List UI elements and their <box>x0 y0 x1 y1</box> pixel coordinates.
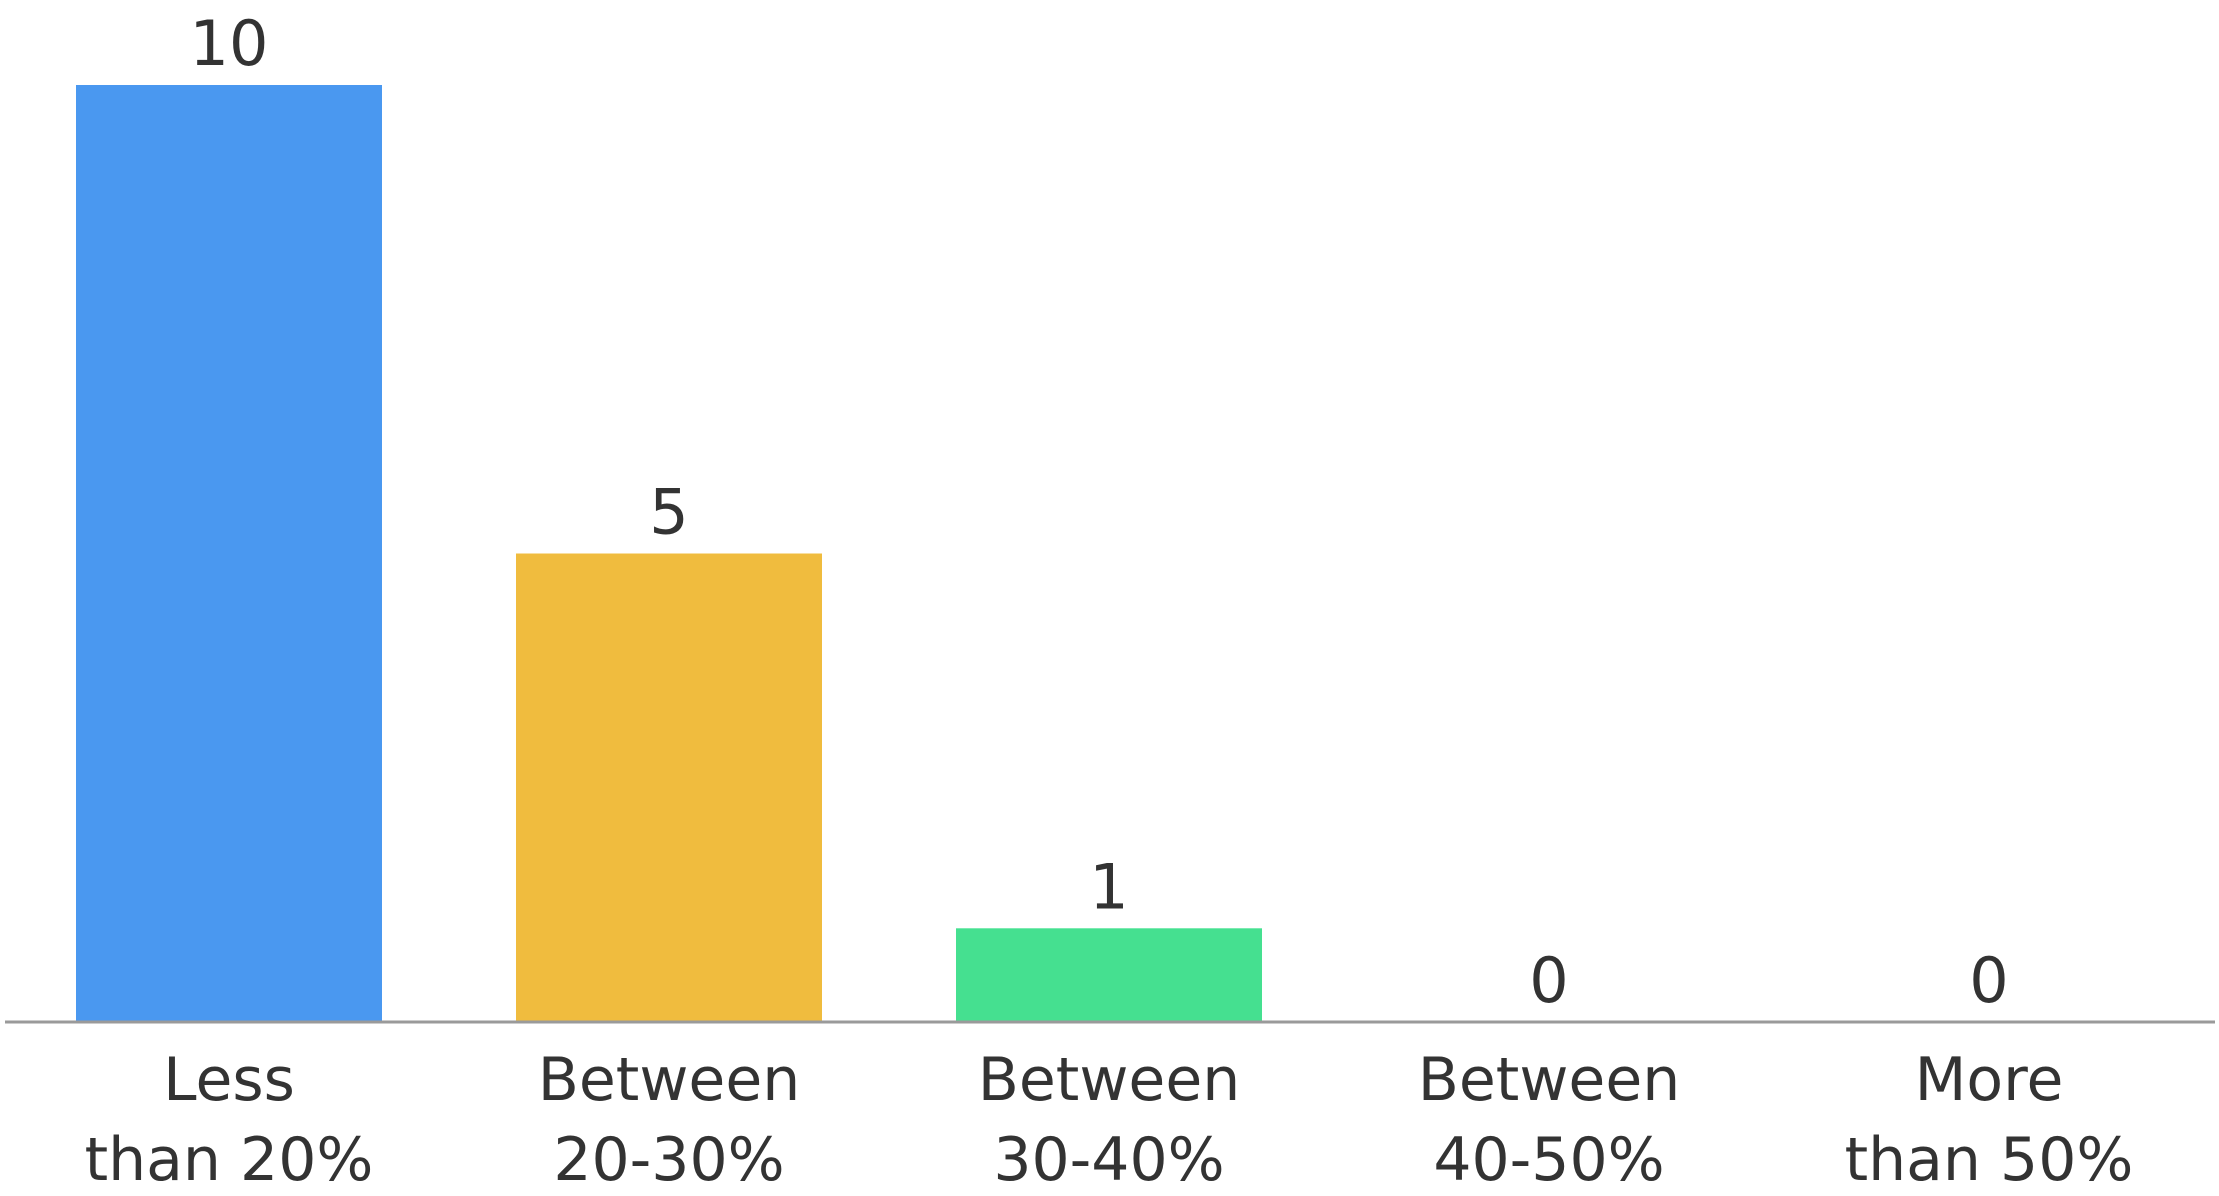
category-label-4-line-1: Between <box>1418 1045 1681 1115</box>
category-label-4: Between 40-50% <box>1418 1045 1681 1192</box>
category-label-1-line-1: Less <box>163 1045 295 1115</box>
value-label-5: 0 <box>1969 944 2008 1017</box>
bar-2 <box>516 553 822 1022</box>
category-labels-group: Less than 20%Between 20-30%Between 30-40%Be… <box>85 1045 2134 1195</box>
category-label-4-line-2: 40-50% <box>1433 1125 1664 1192</box>
category-label-3-line-1: Between <box>978 1045 1241 1115</box>
category-label-2-line-1: Between <box>538 1045 801 1115</box>
value-label-2: 5 <box>649 476 688 549</box>
category-label-5-line-1: More <box>1915 1045 2064 1115</box>
category-label-3: Between 30-40% <box>978 1045 1241 1192</box>
category-label-1-line-2: than 20% <box>85 1125 374 1192</box>
value-label-1: 10 <box>190 7 269 80</box>
bar-1 <box>76 85 382 1022</box>
value-label-3: 1 <box>1089 850 1128 923</box>
bar-3 <box>956 928 1262 1022</box>
category-label-1: Less than 20% <box>85 1045 374 1192</box>
category-label-2: Between 20-30% <box>538 1045 801 1192</box>
category-label-2-line-2: 20-30% <box>553 1125 784 1192</box>
bars-group <box>76 85 1262 1022</box>
category-label-3-line-2: 30-40% <box>993 1125 1224 1192</box>
category-label-5: More than 50% <box>1845 1045 2134 1192</box>
value-label-4: 0 <box>1529 944 1568 1017</box>
category-label-5-line-2: than 50% <box>1845 1125 2134 1192</box>
